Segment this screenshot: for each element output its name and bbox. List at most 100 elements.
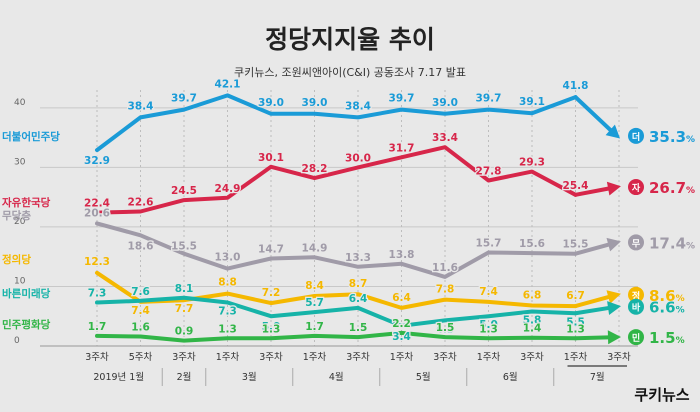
data-label: 3.4 [392,331,411,343]
data-label: 13.8 [389,249,415,261]
data-label: 6.8 [523,290,542,302]
series-final-value: 1.5% [649,329,685,347]
series-final-value: 17.4% [649,234,695,252]
series-arrow-head [607,301,621,315]
data-label: 22.6 [128,196,154,208]
data-label: 5.7 [305,297,324,309]
data-label: 8.4 [305,280,324,292]
series-name-label: 무당층 [2,209,31,222]
series-arrow-head [605,124,620,139]
data-label: 2.2 [392,318,411,330]
month-label: 7월 [590,371,605,383]
month-label: 6월 [503,371,518,383]
data-label: 0.9 [175,326,194,338]
data-label: 24.5 [171,185,197,197]
data-label: 7.8 [436,284,455,296]
data-label: 11.6 [432,262,458,274]
series-end-badge [628,234,644,251]
month-label: 3월 [242,371,257,383]
series-arrow-shaft [573,306,611,316]
x-tick-label: 3주차 [85,351,109,363]
series-arrow-shaft [573,95,613,132]
x-tick-label: 1주차 [564,351,588,363]
data-label: 41.8 [563,80,589,92]
series-line [95,330,578,343]
data-label: 7.6 [131,286,150,298]
series-final-value: 35.3% [649,128,695,146]
data-label: 8.1 [175,283,194,295]
series-arrow-head [606,290,621,304]
series-end-badge [628,127,644,144]
x-tick-label: 3주차 [259,351,283,363]
data-label: 6.4 [392,292,411,304]
data-label: 5.8 [523,314,542,326]
series-name-label: 바른미래당 [2,287,51,300]
data-label: 33.4 [432,132,458,144]
data-label: 14.9 [302,242,328,254]
logo: 쿠키뉴스 [634,386,689,404]
data-label: 1.3 [479,323,498,335]
data-label: 39.0 [258,97,284,109]
data-label: 39.7 [476,93,502,105]
series-arrow-shaft [573,186,611,197]
data-label: 1.4 [523,323,542,335]
data-label: 1.5 [349,322,368,334]
data-label: 25.4 [563,180,589,192]
series-badge-text: 민 [632,332,640,344]
data-label: 12.3 [84,256,110,268]
series-end-badge [628,179,644,196]
y-tick-label: 40 [14,98,26,108]
series-end-badge [628,298,644,315]
series-end-badge [628,329,644,346]
data-label: 6.7 [566,290,585,302]
series-final-value: 6.6% [649,299,685,317]
data-label: 1.7 [305,321,324,333]
series-line [95,221,578,279]
data-label: 28.2 [302,163,328,175]
data-label: 6.4 [349,293,368,305]
x-tick-label: 3주차 [607,351,631,363]
series-badge-text: 무 [632,238,640,249]
series-badge-text: 더 [632,131,640,143]
series-badge-text: 정 [632,290,640,302]
series-arrow-head [606,237,621,252]
series-name-label: 자유한국당 [2,196,51,209]
series-final-value: 26.7% [649,179,695,197]
y-tick-label: 30 [14,157,26,167]
x-tick-label: 5주차 [129,351,153,363]
series-badge-text: 자 [632,182,641,194]
month-label: 5월 [416,371,431,383]
data-label: 30.0 [345,152,371,164]
data-label: 7.7 [175,303,194,315]
x-tick-label: 1주차 [216,351,240,363]
data-label: 1.3 [262,323,281,335]
data-label: 39.1 [519,96,545,108]
data-label: 1.3 [566,323,585,335]
data-label: 22.4 [84,198,110,210]
data-label: 38.4 [345,100,371,112]
data-label: 5.0 [262,321,281,333]
data-label: 32.9 [84,155,110,167]
x-tick-label: 1주차 [303,351,327,363]
series-line [95,145,578,215]
data-label: 13.3 [345,252,371,264]
data-label: 7.2 [262,287,281,299]
series-end-badge [628,286,644,303]
data-label: 7.4 [479,286,498,298]
series-arrow-shaft [573,335,611,341]
series-line [95,270,578,310]
month-label: 4월 [329,371,344,383]
series-arrow-shaft [573,295,611,309]
data-label: 39.0 [432,97,458,109]
month-label: 2019년 1월 [93,371,144,383]
data-label: 1.7 [88,321,107,333]
data-label: 42.1 [215,78,241,90]
data-label: 20.6 [84,207,110,219]
data-label: 15.6 [519,238,545,250]
data-label: 5.5 [566,316,585,328]
data-label: 39.7 [171,93,197,105]
x-tick-label: 3주차 [172,351,196,363]
data-label: 30.1 [258,152,284,164]
